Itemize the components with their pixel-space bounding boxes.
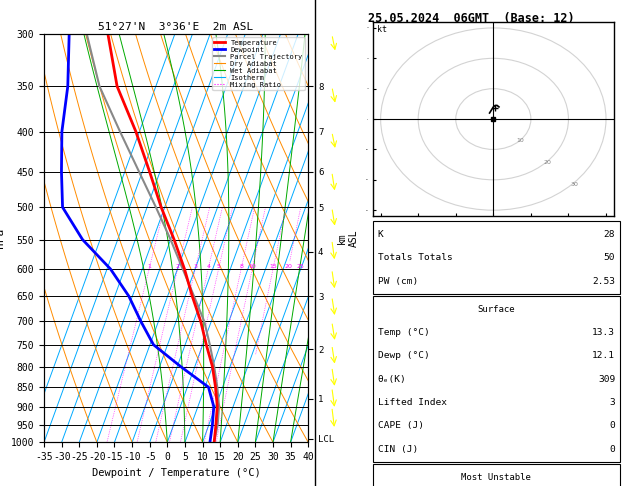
Text: 2.53: 2.53 [593, 277, 615, 286]
Text: 12.1: 12.1 [593, 351, 615, 361]
Text: © weatheronline.co.uk: © weatheronline.co.uk [435, 469, 540, 479]
Y-axis label: hPa: hPa [0, 228, 5, 248]
Text: 20: 20 [284, 264, 292, 269]
Text: 2: 2 [175, 264, 180, 269]
Text: Surface: Surface [477, 305, 515, 314]
Text: θₑ(K): θₑ(K) [377, 375, 406, 384]
Text: 10: 10 [516, 139, 524, 143]
X-axis label: Dewpoint / Temperature (°C): Dewpoint / Temperature (°C) [92, 468, 260, 478]
Text: 30: 30 [571, 182, 579, 187]
Text: 0: 0 [610, 421, 615, 431]
Text: 13.3: 13.3 [593, 328, 615, 337]
Text: 309: 309 [598, 375, 615, 384]
Text: 25: 25 [296, 264, 304, 269]
Text: CIN (J): CIN (J) [377, 445, 418, 454]
Text: Dewp (°C): Dewp (°C) [377, 351, 429, 361]
Text: Most Unstable: Most Unstable [462, 473, 532, 482]
Text: 8: 8 [239, 264, 243, 269]
Text: 4: 4 [206, 264, 210, 269]
Text: 1: 1 [147, 264, 151, 269]
Text: 15: 15 [269, 264, 277, 269]
Title: 51°27'N  3°36'E  2m ASL: 51°27'N 3°36'E 2m ASL [99, 22, 253, 32]
Text: 5: 5 [216, 264, 221, 269]
Text: kt: kt [377, 25, 387, 34]
Text: Lifted Index: Lifted Index [377, 398, 447, 407]
Text: 0: 0 [610, 445, 615, 454]
Text: K: K [377, 230, 383, 239]
Y-axis label: km
ASL: km ASL [337, 229, 359, 247]
Text: 25.05.2024  06GMT  (Base: 12): 25.05.2024 06GMT (Base: 12) [369, 12, 575, 25]
Text: CAPE (J): CAPE (J) [377, 421, 423, 431]
Text: 50: 50 [604, 253, 615, 262]
Text: 10: 10 [248, 264, 256, 269]
Text: 3: 3 [193, 264, 198, 269]
Text: Temp (°C): Temp (°C) [377, 328, 429, 337]
Legend: Temperature, Dewpoint, Parcel Trajectory, Dry Adiabat, Wet Adiabat, Isotherm, Mi: Temperature, Dewpoint, Parcel Trajectory… [213, 37, 304, 90]
Text: 28: 28 [604, 230, 615, 239]
Text: 3: 3 [610, 398, 615, 407]
Text: 20: 20 [543, 160, 552, 165]
Text: PW (cm): PW (cm) [377, 277, 418, 286]
Text: Totals Totals: Totals Totals [377, 253, 452, 262]
